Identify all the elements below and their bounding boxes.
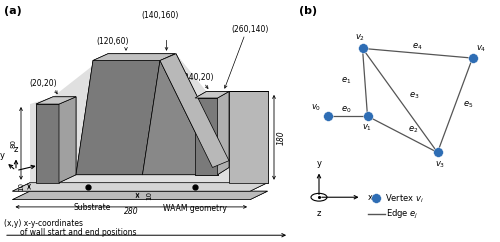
Text: (20,20): (20,20) (29, 79, 57, 88)
Polygon shape (59, 97, 76, 183)
Polygon shape (12, 183, 268, 191)
Polygon shape (195, 91, 229, 98)
Text: $v_1$: $v_1$ (362, 122, 372, 133)
Polygon shape (36, 97, 76, 104)
Text: (260,140): (260,140) (232, 25, 268, 34)
Polygon shape (12, 191, 268, 200)
Text: (140,160): (140,160) (142, 11, 178, 20)
Text: Substrate: Substrate (74, 203, 111, 212)
Polygon shape (195, 98, 218, 175)
Text: $e_0$: $e_0$ (342, 104, 351, 115)
Text: $e_5$: $e_5$ (463, 99, 473, 110)
Polygon shape (218, 91, 229, 175)
Polygon shape (30, 54, 268, 183)
Text: Vertex $v_i$: Vertex $v_i$ (385, 192, 424, 205)
Text: x: x (368, 193, 373, 202)
Text: 80: 80 (10, 139, 16, 148)
Polygon shape (12, 183, 268, 191)
Text: 10: 10 (18, 182, 24, 191)
Text: $e_3$: $e_3$ (409, 91, 419, 101)
Text: 180: 180 (276, 130, 285, 145)
Text: $v_4$: $v_4$ (476, 44, 486, 54)
Text: Edge $e_j$: Edge $e_j$ (386, 208, 418, 221)
Polygon shape (229, 91, 268, 183)
Polygon shape (93, 54, 175, 60)
Text: (240,20): (240,20) (181, 73, 214, 82)
Text: x: x (45, 161, 50, 170)
Text: $e_2$: $e_2$ (408, 124, 418, 135)
Text: $v_3$: $v_3$ (435, 160, 445, 170)
Polygon shape (59, 97, 76, 183)
Text: z: z (317, 209, 321, 218)
Polygon shape (142, 60, 212, 175)
Polygon shape (160, 54, 229, 167)
Polygon shape (36, 104, 59, 183)
Polygon shape (218, 91, 229, 175)
Text: 10: 10 (146, 191, 152, 200)
Polygon shape (76, 60, 160, 175)
Polygon shape (12, 191, 268, 200)
Text: (a): (a) (4, 6, 22, 16)
Text: 280: 280 (124, 206, 138, 216)
Polygon shape (76, 60, 160, 175)
Polygon shape (36, 97, 76, 104)
Text: $e_1$: $e_1$ (341, 76, 351, 86)
Text: (120,60): (120,60) (96, 37, 129, 46)
Polygon shape (195, 91, 229, 98)
Polygon shape (229, 91, 268, 183)
Polygon shape (160, 54, 229, 167)
Text: of wall start and end positions: of wall start and end positions (20, 228, 136, 237)
Text: (x,y) x-y-coordinates: (x,y) x-y-coordinates (4, 219, 83, 228)
Text: WAAM geometry: WAAM geometry (163, 204, 227, 213)
Text: (b): (b) (299, 6, 317, 16)
Polygon shape (142, 60, 212, 175)
Text: $v_0$: $v_0$ (312, 102, 322, 113)
Polygon shape (93, 54, 175, 60)
Text: y: y (316, 159, 322, 168)
Polygon shape (36, 104, 59, 183)
Text: y: y (0, 151, 4, 160)
Text: $e_4$: $e_4$ (412, 42, 423, 52)
Text: z: z (14, 145, 18, 154)
Text: $v_2$: $v_2$ (355, 33, 365, 44)
Polygon shape (195, 98, 218, 175)
